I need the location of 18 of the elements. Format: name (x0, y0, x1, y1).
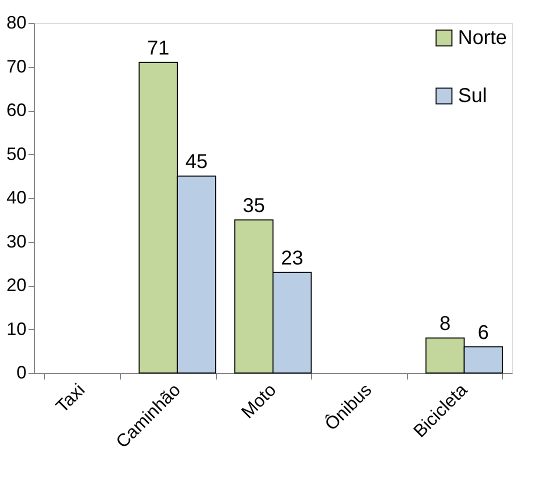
y-tick-label: 50 (6, 144, 26, 164)
y-tick-label: 80 (6, 12, 26, 32)
x-tick-label: Taxi (52, 380, 89, 416)
data-label: 23 (280, 247, 304, 270)
y-tick-label: 0 (16, 362, 26, 382)
y-tick-label: 10 (6, 318, 26, 339)
y-tick-label: 20 (6, 275, 26, 295)
y-tick-label: 40 (6, 188, 26, 208)
data-label: 45 (185, 151, 208, 174)
y-tick-label: 60 (6, 100, 26, 120)
data-label: 71 (147, 37, 170, 60)
y-tick-label: 70 (6, 56, 26, 76)
data-label: 6 (478, 322, 489, 344)
legend-label: Norte (458, 27, 507, 49)
legend-label: Sul (458, 85, 487, 107)
data-label: 8 (440, 313, 451, 335)
data-label: 35 (242, 194, 266, 217)
y-tick-label: 30 (6, 231, 26, 252)
